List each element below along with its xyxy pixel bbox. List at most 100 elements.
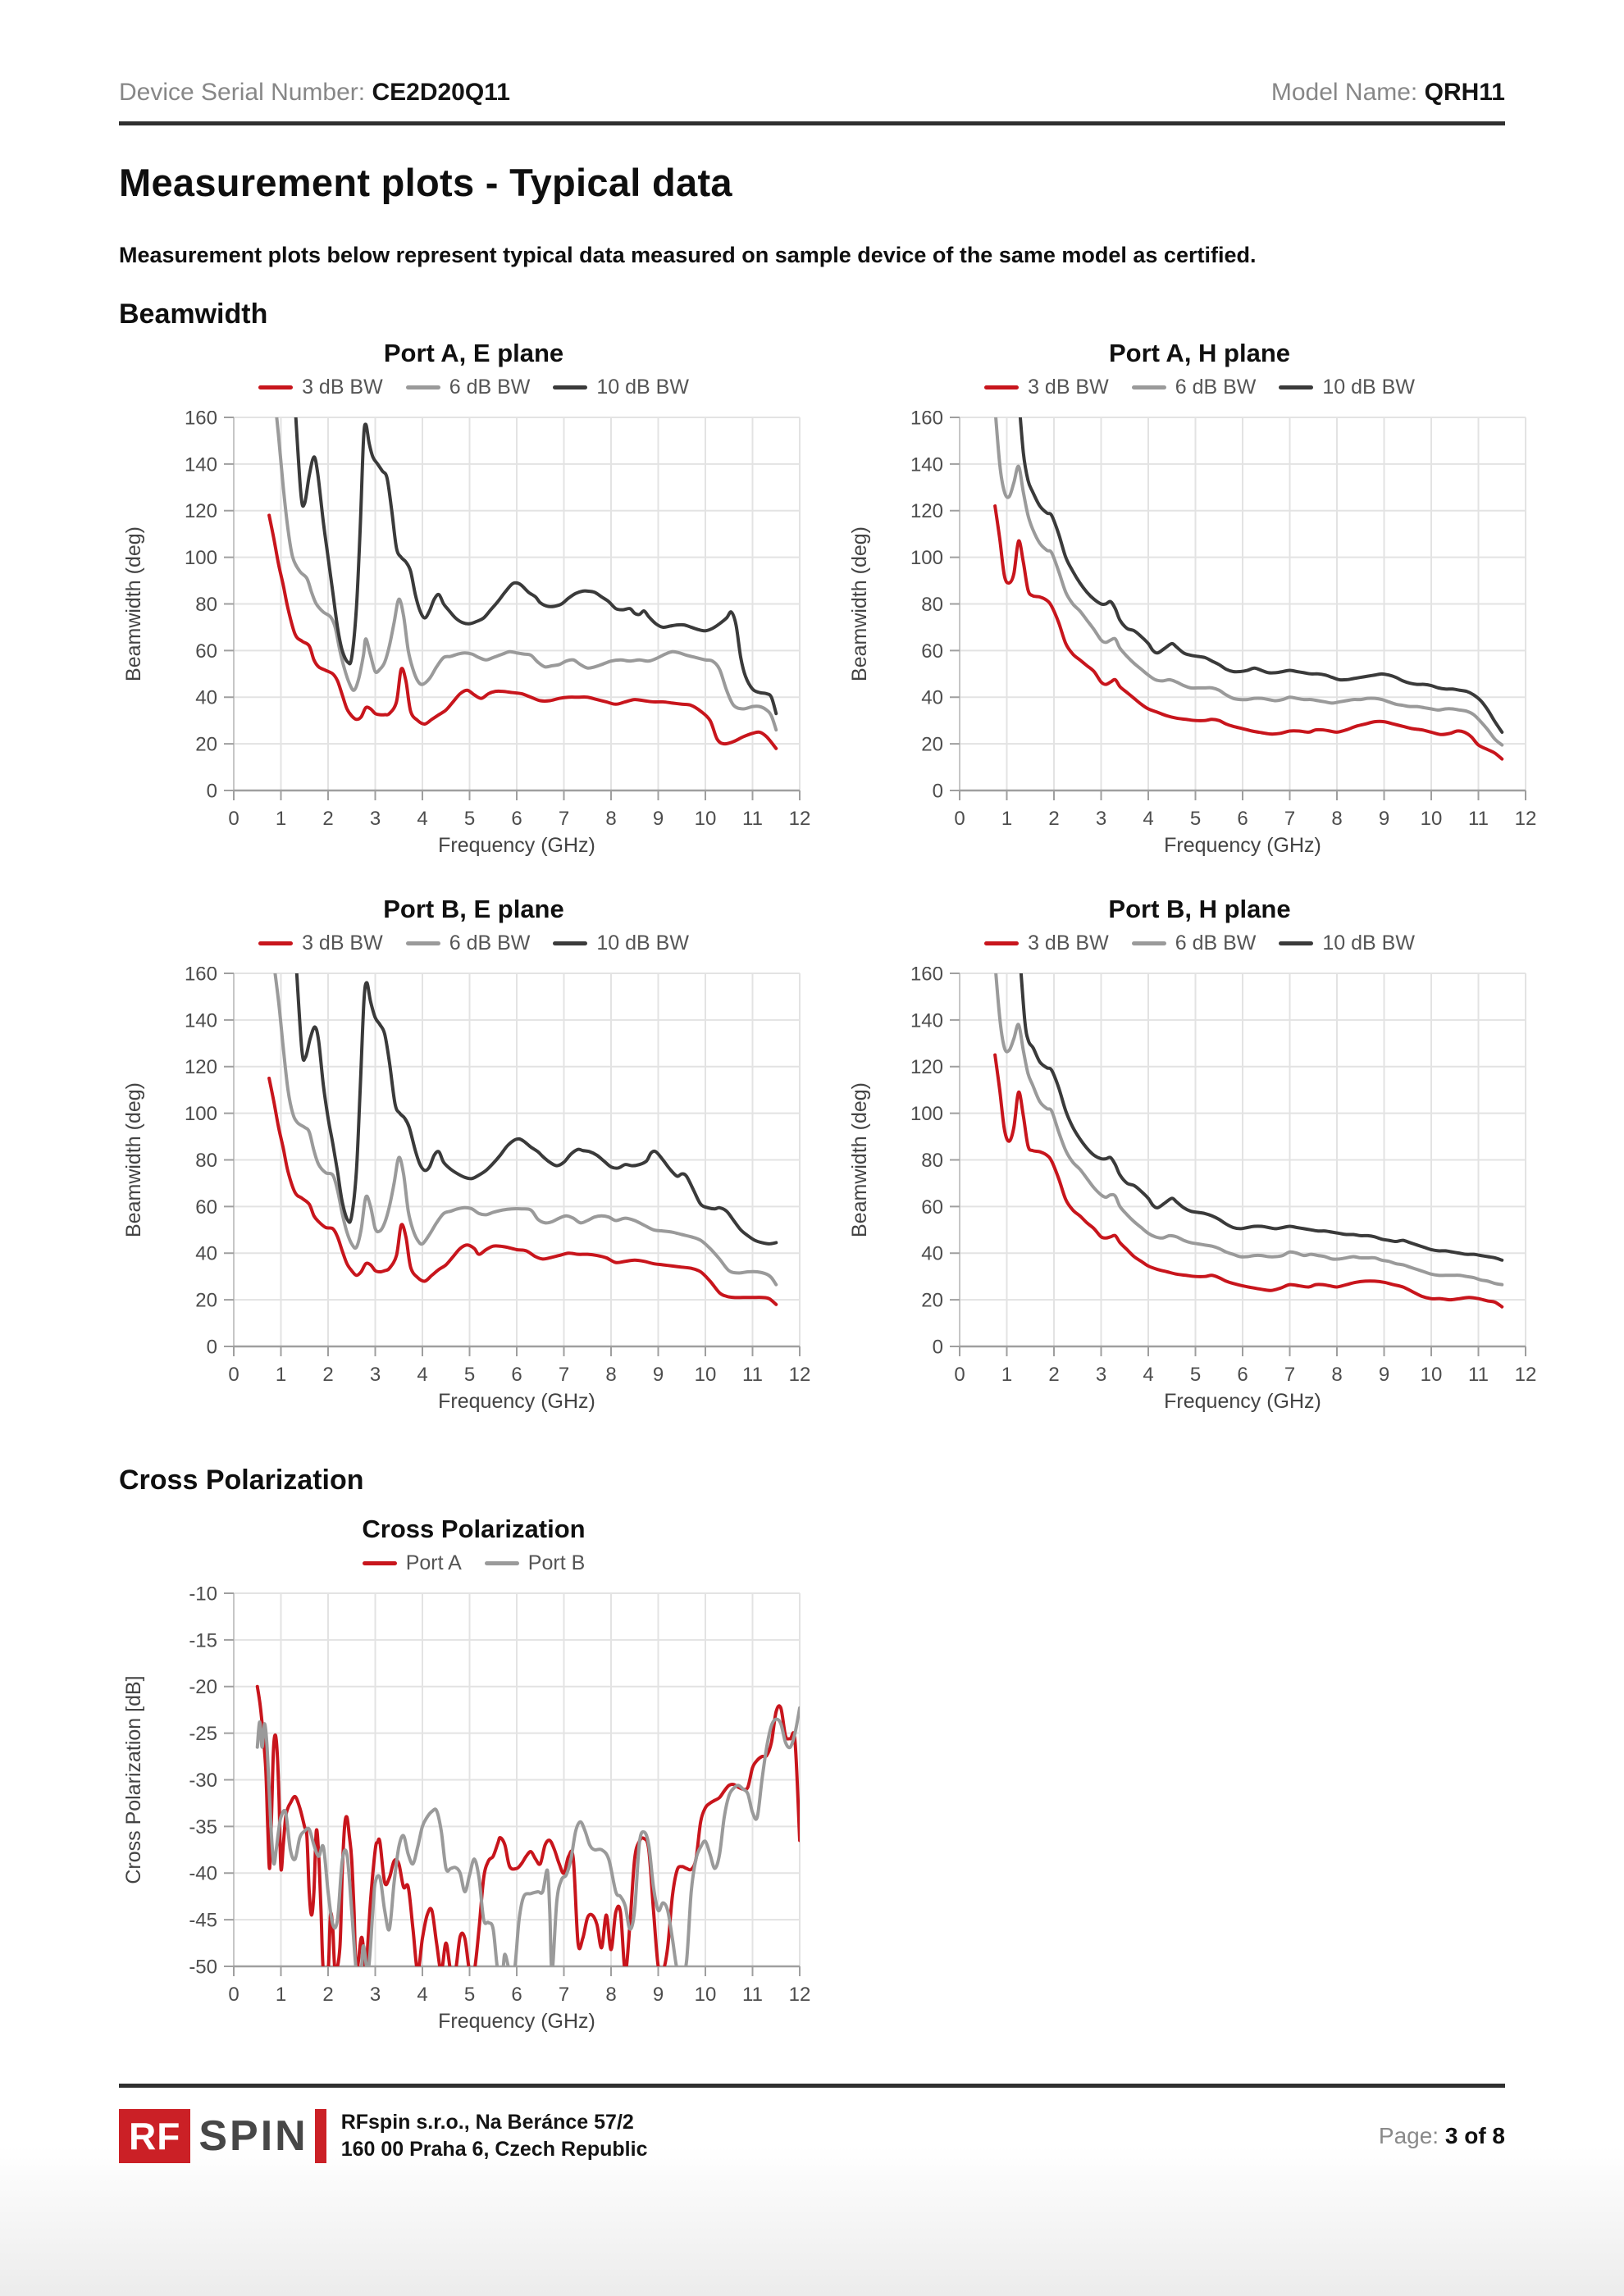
legend-label: Port A: [405, 1551, 462, 1574]
legend-swatch: [1279, 941, 1314, 945]
legend-swatch: [984, 385, 1020, 390]
y-tick-label: 20: [921, 734, 943, 756]
y-tick-label: 40: [195, 1243, 217, 1265]
x-tick-label: 8: [1331, 808, 1342, 830]
x-tick-label: 9: [1379, 808, 1389, 830]
x-tick-label: 11: [1468, 1364, 1489, 1386]
y-tick-label: 40: [921, 1243, 943, 1265]
x-tick-label: 0: [954, 1364, 965, 1386]
y-tick-label: -25: [189, 1723, 217, 1745]
x-tick-label: 11: [742, 808, 763, 830]
x-tick-label: 8: [605, 1364, 616, 1386]
model-name-value: QRH11: [1424, 79, 1505, 106]
x-tick-label: 4: [1143, 808, 1153, 830]
legend-item: 6 dB BW: [405, 376, 530, 399]
legend-label: 6 dB BW: [449, 931, 531, 954]
y-tick-label: 160: [910, 411, 943, 429]
chart-cross-polarization: Cross Polarization Port A Port B -10 -15 -2…: [119, 1513, 828, 2038]
x-tick-label: 2: [1048, 1364, 1059, 1386]
y-tick-label: -45: [189, 1910, 217, 1932]
legend-swatch: [1131, 385, 1166, 390]
x-tick-label: 11: [742, 1364, 763, 1386]
y-tick-label: 40: [195, 687, 217, 709]
x-tick-label: 12: [789, 1984, 811, 2006]
legend-item: Port A: [362, 1551, 462, 1575]
x-tick-label: 8: [605, 1984, 616, 2006]
series-path-3-db-bw: [993, 1053, 1504, 1309]
x-tick-label: 0: [954, 808, 965, 830]
legend-label: 3 dB BW: [1028, 375, 1109, 399]
x-tick-label: 3: [1096, 1364, 1106, 1386]
legend-swatch: [553, 385, 588, 390]
y-tick-label: 20: [195, 734, 217, 756]
legend-item: 10 dB BW: [1279, 932, 1415, 955]
x-tick-label: 10: [695, 808, 717, 830]
legend-item: 3 dB BW: [984, 376, 1109, 399]
legend-swatch: [258, 385, 294, 390]
x-tick-label: 2: [322, 1984, 333, 2006]
y-tick-label: 100: [185, 547, 217, 569]
series-path-6-db-bw: [273, 973, 778, 1287]
page-footer: RF SPIN RFspin s.r.o., Na Beránce 57/2 1…: [119, 2084, 1505, 2163]
y-tick-label: 140: [185, 1009, 217, 1032]
x-axis-label: Frequency (GHz): [438, 1390, 595, 1413]
x-tick-label: 9: [653, 1364, 664, 1386]
header-divider: [119, 121, 1505, 125]
x-tick-label: 1: [276, 1984, 286, 2006]
chart-port-b-h-plane: Port B, H plane 3 dB BW 6 dB BW 10 dB BW 0…: [845, 893, 1554, 1418]
chart-title: Cross Polarization: [362, 1515, 586, 1543]
y-tick-label: 60: [195, 1196, 217, 1219]
y-tick-label: 100: [910, 1103, 943, 1125]
x-tick-label: 8: [1331, 1364, 1342, 1386]
legend-item: 6 dB BW: [1131, 932, 1256, 955]
chart-title: Port A, E plane: [383, 339, 564, 367]
series-path-10-db-bw: [294, 417, 778, 716]
y-tick-label: 140: [185, 453, 217, 476]
y-tick-label: -50: [189, 1956, 217, 1978]
series-path-6-db-bw: [994, 417, 1504, 747]
legend-swatch: [258, 941, 294, 945]
x-tick-label: 11: [1468, 808, 1489, 830]
y-tick-label: -15: [189, 1629, 217, 1651]
x-tick-label: 5: [464, 808, 475, 830]
x-tick-label: 9: [1379, 1364, 1389, 1386]
chart-port-a-e-plane: Port A, E plane 3 dB BW 6 dB BW 10 dB BW 0…: [119, 337, 828, 862]
y-tick-label: -35: [189, 1816, 217, 1838]
x-tick-label: 7: [1284, 1364, 1295, 1386]
chart-title: Port B, H plane: [1108, 895, 1291, 923]
y-tick-label: -10: [189, 1587, 217, 1605]
x-axis-label: Frequency (GHz): [1164, 834, 1321, 857]
x-tick-label: 7: [559, 808, 569, 830]
x-tick-label: 3: [370, 1984, 381, 2006]
footer-divider: [119, 2084, 1505, 2088]
y-tick-label: 60: [921, 1196, 943, 1219]
page-header: Device Serial Number: CE2D20Q11 Model Na…: [119, 79, 1505, 107]
legend-item: 10 dB BW: [553, 932, 689, 955]
x-tick-label: 5: [1190, 808, 1201, 830]
x-tick-label: 10: [695, 1364, 717, 1386]
legend-swatch: [405, 385, 440, 390]
page-number-label: Page:: [1378, 2123, 1439, 2148]
legend-item: 3 dB BW: [984, 932, 1109, 955]
legend-label: 10 dB BW: [596, 375, 689, 399]
x-tick-label: 2: [1048, 808, 1059, 830]
x-tick-label: 6: [511, 1364, 522, 1386]
chart-title: Port A, H plane: [1108, 339, 1291, 367]
legend-item: Port B: [484, 1551, 585, 1575]
footer-address-line2: 160 00 Praha 6, Czech Republic: [340, 2138, 648, 2161]
y-axis-label: Beamwidth (deg): [122, 526, 145, 681]
legend-swatch: [362, 1560, 397, 1565]
x-tick-label: 7: [559, 1364, 569, 1386]
x-tick-label: 5: [1190, 1364, 1201, 1386]
series-path-10-db-bw: [1018, 417, 1504, 734]
legend-label: 10 dB BW: [596, 931, 689, 954]
series-path-6-db-bw: [275, 417, 778, 732]
chart-port-a-h-plane: Port A, H plane 3 dB BW 6 dB BW 10 dB BW 0…: [845, 337, 1554, 862]
x-tick-label: 3: [370, 808, 381, 830]
device-serial-value: CE2D20Q11: [372, 79, 510, 106]
logo-red-bar: [314, 2109, 326, 2163]
y-tick-label: 40: [921, 687, 943, 709]
series-path-port-b: [255, 1706, 800, 1966]
